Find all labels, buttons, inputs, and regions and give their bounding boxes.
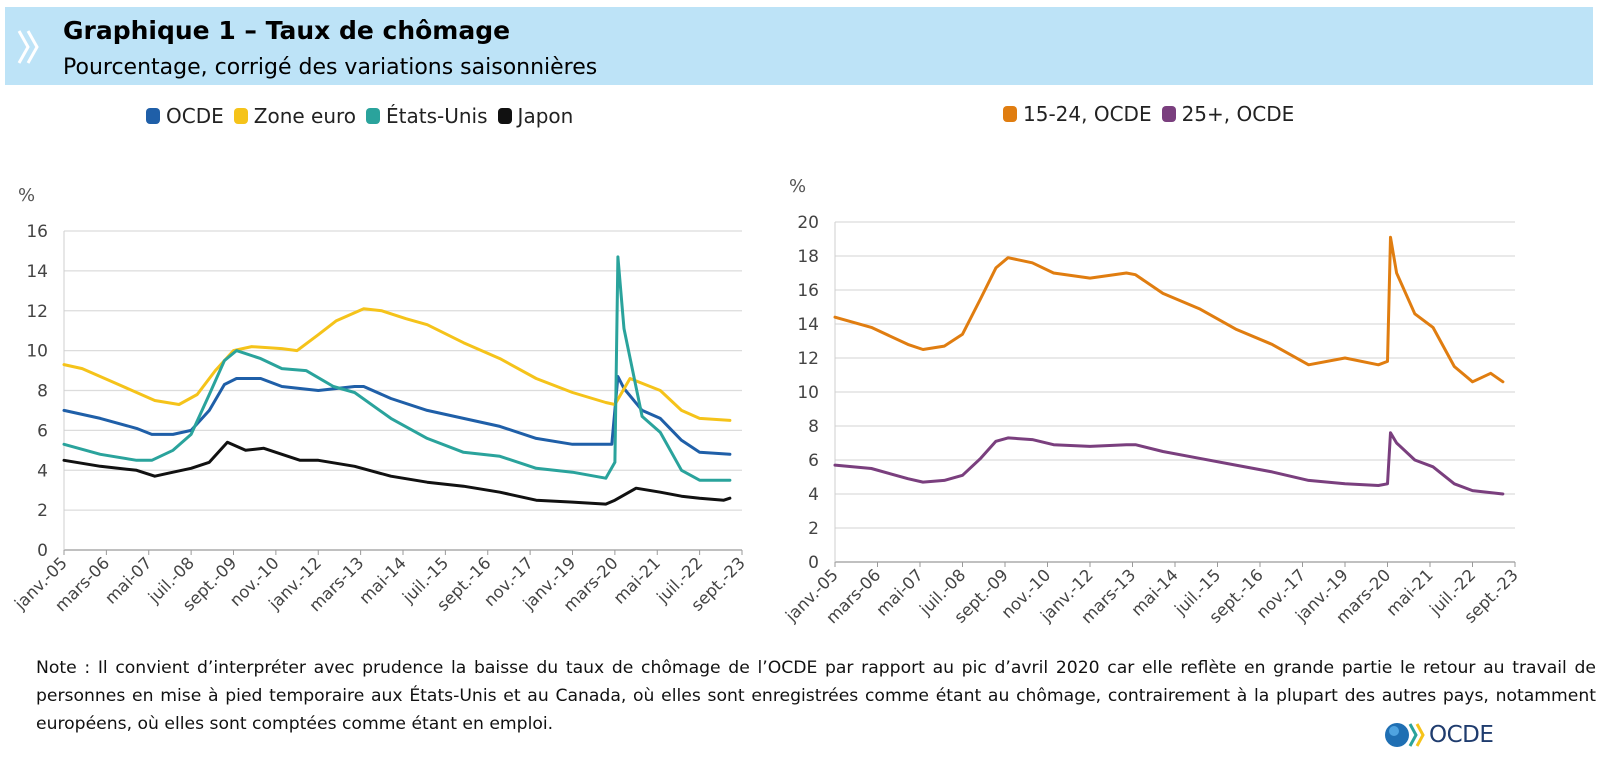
series-line-15-24-ocde <box>833 235 1505 384</box>
series-line-japon <box>62 440 732 506</box>
oecd-logo: OCDE <box>1383 720 1494 750</box>
legend-item-25-ocde: 25+, OCDE <box>1161 102 1295 126</box>
x-tick-label: mai-21 <box>1383 565 1437 619</box>
legend-left: OCDE Zone euro États-Unis Japon <box>146 104 583 128</box>
y-tick-label: 10 <box>797 383 819 403</box>
legend-swatch <box>1161 106 1176 122</box>
x-tick-label: mai-14 <box>1128 565 1182 619</box>
x-tick-label: mai-07 <box>873 565 927 619</box>
header-banner: Graphique 1 – Taux de chômage Pourcentag… <box>5 7 1593 85</box>
y-tick-label: 2 <box>808 519 819 539</box>
legend-label: Zone euro <box>253 104 357 128</box>
y-tick-label: 8 <box>808 417 819 437</box>
y-tick-label: 10 <box>26 342 48 362</box>
legend-swatch <box>497 108 512 124</box>
y-tick-label: 6 <box>37 421 48 441</box>
legend-label: États-Unis <box>386 104 488 128</box>
y-tick-label: 4 <box>37 461 48 481</box>
legend-swatch <box>146 108 160 124</box>
y-tick-label: 16 <box>797 281 819 301</box>
chart-title: Graphique 1 – Taux de chômage <box>63 16 511 45</box>
y-tick-label: 4 <box>808 485 819 505</box>
y-tick-label: 16 <box>26 222 48 242</box>
x-tick-label: mai-07 <box>101 553 155 607</box>
series-line-etats-unis <box>62 255 732 482</box>
legend-swatch <box>233 108 248 124</box>
legend-item-ocde: OCDE <box>146 104 224 128</box>
series-line-25-ocde <box>833 431 1505 496</box>
chart-unemployment-by-age: %02468101214161820janv.-05mars-06mai-07j… <box>781 176 1522 627</box>
legend-label: 25+, OCDE <box>1181 102 1295 126</box>
legend-item-zone-euro: Zone euro <box>233 104 357 128</box>
y-tick-label: 14 <box>797 315 819 335</box>
globe-icon <box>1385 723 1425 747</box>
y-tick-label: 8 <box>37 382 48 402</box>
y-tick-label: 0 <box>37 541 48 561</box>
legend-item-15-24-ocde: 15-24, OCDE <box>1003 102 1152 126</box>
x-tick-label: mai-21 <box>610 553 664 607</box>
y-tick-label: 0 <box>808 553 819 573</box>
y-tick-label: 6 <box>808 451 819 471</box>
legend-right: 15-24, OCDE 25+, OCDE <box>1003 102 1304 126</box>
double-chevron-icon <box>17 30 39 64</box>
chart-subtitle: Pourcentage, corrigé des variations sais… <box>63 55 598 80</box>
legend-label: OCDE <box>166 104 224 128</box>
x-tick-label: mai-14 <box>356 553 410 607</box>
legend-label: Japon <box>517 104 574 128</box>
y-axis-label: % <box>789 176 806 197</box>
y-tick-label: 2 <box>37 501 48 521</box>
y-tick-label: 14 <box>26 262 48 282</box>
y-tick-label: 12 <box>26 302 48 322</box>
legend-item-japon: Japon <box>497 104 574 128</box>
legend-swatch <box>366 108 381 124</box>
series-line-ocde <box>62 375 732 456</box>
footnote: Note : Il convient d’interpréter avec pr… <box>36 658 1596 734</box>
legend-item-etats-unis: États-Unis <box>366 104 488 128</box>
legend-swatch <box>1003 106 1017 122</box>
legend-label: 15-24, OCDE <box>1023 102 1152 126</box>
chart-unemployment-by-region: %0246810121416janv.-05mars-06mai-07juil.… <box>10 185 749 615</box>
logo-text: OCDE <box>1429 722 1494 748</box>
y-tick-label: 18 <box>797 247 819 267</box>
y-tick-label: 20 <box>797 213 819 233</box>
y-tick-label: 12 <box>797 349 819 369</box>
y-axis-label: % <box>18 185 35 206</box>
